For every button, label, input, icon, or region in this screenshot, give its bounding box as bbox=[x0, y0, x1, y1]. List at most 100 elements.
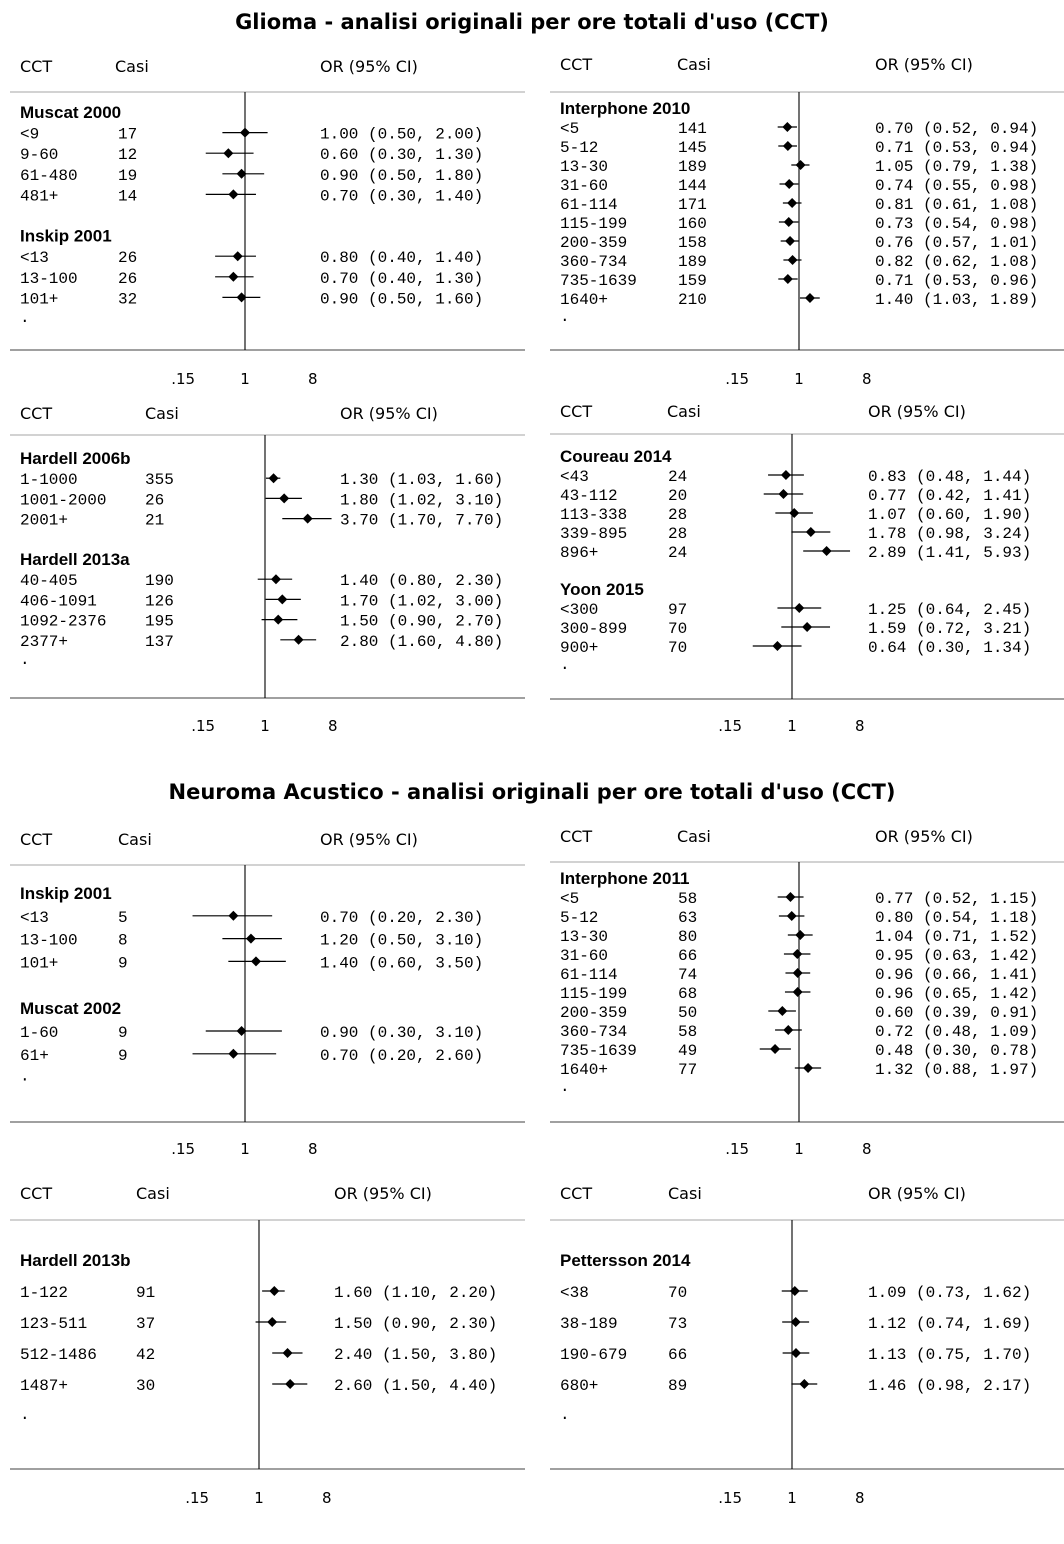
row-or-ci-text: 0.72 (0.48, 1.09) bbox=[875, 1023, 1038, 1041]
row-cases-value: 70 bbox=[668, 1284, 687, 1302]
point-estimate-marker bbox=[792, 987, 803, 997]
point-estimate-marker bbox=[770, 1044, 781, 1054]
row-or-ci-text: 0.96 (0.66, 1.41) bbox=[875, 966, 1038, 984]
row-cases-value: 9 bbox=[118, 954, 128, 972]
forest-panel-hardell-2006b-2013a: CCT Casi OR (95% CI) Hardell 2006b 1-1000 355… bbox=[10, 397, 525, 732]
row-cases-value: 26 bbox=[118, 270, 137, 288]
row-cases-value: 66 bbox=[668, 1346, 687, 1364]
row-or-ci-text: 0.80 (0.54, 1.18) bbox=[875, 909, 1038, 927]
point-estimate-marker bbox=[785, 236, 796, 246]
filler-dot: . bbox=[20, 309, 30, 327]
row-or-ci-text: 1.30 (1.03, 1.60) bbox=[340, 471, 503, 489]
row-cases-value: 80 bbox=[678, 928, 697, 946]
row-cases-value: 189 bbox=[678, 253, 707, 271]
filler-dot: . bbox=[20, 651, 30, 669]
row-cases-value: 26 bbox=[145, 491, 164, 509]
point-estimate-marker bbox=[267, 1317, 278, 1327]
x-tick-label: 1 bbox=[794, 1140, 804, 1158]
row-category-label: 1-1000 bbox=[20, 471, 78, 489]
forest-panel-interphone-2011: CCT Casi OR (95% CI) Interphone 2011 <5 58 0.7… bbox=[550, 820, 1064, 1160]
x-tick-label: 1 bbox=[787, 1489, 797, 1507]
row-category-label: 735-1639 bbox=[560, 1042, 637, 1060]
point-estimate-marker bbox=[790, 1348, 801, 1358]
point-estimate-marker bbox=[790, 1317, 801, 1327]
row-category-label: <9 bbox=[20, 126, 39, 144]
study-group-label: Hardell 2006b bbox=[20, 449, 131, 468]
row-category-label: 31-60 bbox=[560, 177, 608, 195]
study-group-label: Interphone 2010 bbox=[560, 99, 690, 118]
row-or-ci-text: 1.09 (0.73, 1.62) bbox=[868, 1284, 1031, 1302]
point-estimate-marker bbox=[250, 956, 261, 967]
row-or-ci-text: 1.07 (0.60, 1.90) bbox=[868, 506, 1031, 524]
row-cases-value: 12 bbox=[118, 146, 137, 164]
row-or-ci-text: 1.59 (0.72, 3.21) bbox=[868, 620, 1031, 638]
x-tick-label: 1 bbox=[260, 717, 270, 732]
point-estimate-marker bbox=[784, 179, 795, 189]
row-category-label: 735-1639 bbox=[560, 272, 637, 290]
row-category-label: 1-122 bbox=[20, 1284, 68, 1302]
forest-plot-svg: CCT Casi OR (95% CI) Hardell 2013b 1-122 91 1.… bbox=[10, 1184, 525, 1507]
x-tick-label: .15 bbox=[725, 1140, 749, 1158]
column-header-or: OR (95% CI) bbox=[875, 827, 973, 846]
point-estimate-marker bbox=[245, 933, 256, 944]
point-estimate-marker bbox=[236, 168, 247, 179]
row-cases-value: 28 bbox=[668, 506, 687, 524]
point-estimate-marker bbox=[778, 489, 789, 499]
point-estimate-marker bbox=[783, 1025, 794, 1035]
study-group-label: Hardell 2013a bbox=[20, 550, 130, 569]
row-cases-value: 9 bbox=[118, 1024, 128, 1042]
row-category-label: 900+ bbox=[560, 639, 598, 657]
row-category-label: 360-734 bbox=[560, 253, 627, 271]
study-group-label: Muscat 2000 bbox=[20, 103, 121, 122]
point-estimate-marker bbox=[277, 594, 288, 605]
point-estimate-marker bbox=[804, 293, 815, 303]
row-or-ci-text: 0.70 (0.30, 1.40) bbox=[320, 187, 483, 205]
row-or-ci-text: 3.70 (1.70, 7.70) bbox=[340, 512, 503, 530]
forest-panel-inskip-muscat-2002: CCT Casi OR (95% CI) Inskip 2001 <13 5 0.70 (0… bbox=[10, 820, 525, 1160]
column-header-cct: CCT bbox=[20, 57, 52, 76]
row-cases-value: 58 bbox=[678, 890, 697, 908]
row-or-ci-text: 0.82 (0.62, 1.08) bbox=[875, 253, 1038, 271]
x-tick-label: 8 bbox=[855, 717, 865, 732]
row-category-label: <13 bbox=[20, 249, 49, 267]
point-estimate-marker bbox=[236, 292, 247, 303]
point-estimate-marker bbox=[789, 508, 800, 518]
row-category-label: 13-30 bbox=[560, 928, 608, 946]
row-category-label: <5 bbox=[560, 890, 579, 908]
column-header-or: OR (95% CI) bbox=[320, 57, 418, 76]
study-group-label: Pettersson 2014 bbox=[560, 1251, 691, 1270]
row-cases-value: 20 bbox=[668, 487, 687, 505]
row-cases-value: 210 bbox=[678, 291, 707, 309]
column-header-or: OR (95% CI) bbox=[868, 402, 966, 421]
row-cases-value: 49 bbox=[678, 1042, 697, 1060]
row-cases-value: 160 bbox=[678, 215, 707, 233]
point-estimate-marker bbox=[228, 271, 239, 282]
column-header-cases: Casi bbox=[145, 404, 179, 423]
point-estimate-marker bbox=[223, 148, 234, 159]
row-cases-value: 21 bbox=[145, 512, 164, 530]
row-or-ci-text: 0.60 (0.30, 1.30) bbox=[320, 146, 483, 164]
point-estimate-marker bbox=[799, 1379, 810, 1389]
row-cases-value: 24 bbox=[668, 468, 687, 486]
point-estimate-marker bbox=[293, 634, 304, 645]
point-estimate-marker bbox=[803, 1063, 814, 1073]
row-or-ci-text: 1.80 (1.02, 3.10) bbox=[340, 491, 503, 509]
row-category-label: 200-359 bbox=[560, 234, 627, 252]
row-or-ci-text: 1.04 (0.71, 1.52) bbox=[875, 928, 1038, 946]
x-tick-label: 8 bbox=[862, 370, 872, 385]
row-category-label: 1092-2376 bbox=[20, 613, 106, 631]
row-cases-value: 66 bbox=[678, 947, 697, 965]
row-or-ci-text: 1.40 (0.80, 2.30) bbox=[340, 572, 503, 590]
row-or-ci-text: 1.13 (0.75, 1.70) bbox=[868, 1346, 1031, 1364]
forest-panel-interphone-2010: CCT Casi OR (95% CI) Interphone 2010 <5 141 0.… bbox=[550, 50, 1064, 385]
filler-dot: . bbox=[560, 1406, 570, 1424]
row-category-label: <13 bbox=[20, 909, 49, 927]
x-tick-label: 8 bbox=[322, 1489, 332, 1507]
row-category-label: 1-60 bbox=[20, 1024, 58, 1042]
study-group-label: Interphone 2011 bbox=[560, 869, 689, 888]
study-group-label: Coureau 2014 bbox=[560, 447, 672, 466]
column-header-cct: CCT bbox=[20, 404, 52, 423]
x-tick-label: .15 bbox=[718, 717, 742, 732]
row-category-label: <5 bbox=[560, 120, 579, 138]
row-or-ci-text: 0.74 (0.55, 0.98) bbox=[875, 177, 1038, 195]
